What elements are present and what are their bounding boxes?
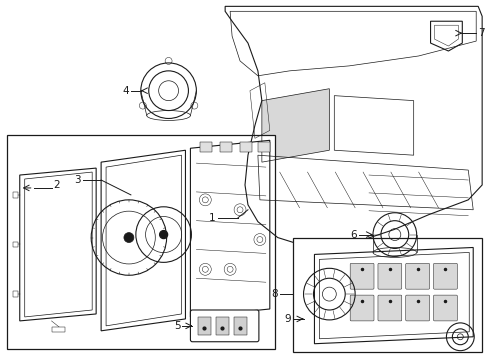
FancyBboxPatch shape: [405, 264, 428, 289]
Text: 1: 1: [208, 213, 215, 223]
Circle shape: [123, 233, 134, 243]
FancyBboxPatch shape: [433, 295, 456, 321]
FancyBboxPatch shape: [377, 295, 401, 321]
FancyBboxPatch shape: [377, 264, 401, 289]
Text: 2: 2: [53, 180, 60, 190]
Text: 5: 5: [174, 321, 180, 331]
Text: 7: 7: [477, 28, 484, 38]
FancyBboxPatch shape: [349, 295, 373, 321]
Bar: [13, 242, 18, 247]
FancyBboxPatch shape: [190, 310, 258, 342]
Text: 3: 3: [75, 175, 81, 185]
Bar: [292, 238, 481, 352]
Text: 8: 8: [270, 289, 277, 299]
Bar: [257, 142, 269, 152]
Bar: [51, 327, 65, 332]
Bar: [240, 142, 251, 152]
Text: 9: 9: [284, 314, 290, 324]
Bar: [200, 142, 212, 152]
Bar: [220, 142, 232, 152]
Bar: [7, 135, 274, 349]
Bar: [198, 317, 211, 335]
FancyBboxPatch shape: [405, 295, 428, 321]
Bar: [216, 317, 229, 335]
Circle shape: [160, 231, 167, 239]
Bar: [13, 291, 18, 297]
FancyBboxPatch shape: [433, 264, 456, 289]
FancyBboxPatch shape: [349, 264, 373, 289]
Text: 4: 4: [122, 86, 129, 96]
Bar: [13, 192, 18, 198]
Polygon shape: [262, 89, 328, 162]
Bar: [234, 317, 246, 335]
Text: 6: 6: [350, 230, 356, 239]
